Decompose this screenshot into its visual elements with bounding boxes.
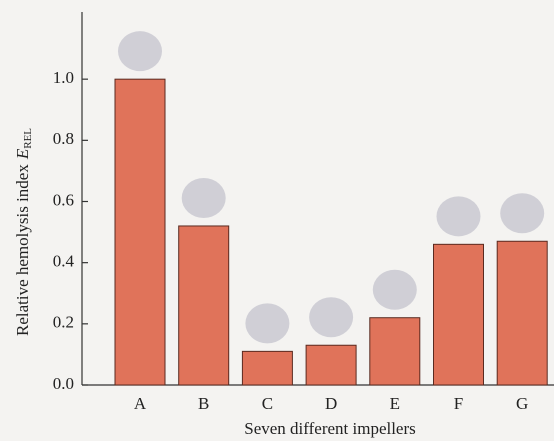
x-tick-label: B	[198, 394, 209, 413]
x-tick-label: E	[390, 394, 400, 413]
bar	[242, 351, 292, 385]
y-tick-label: 0.6	[53, 190, 74, 209]
impeller-icon	[309, 297, 353, 337]
impeller-icon	[118, 31, 162, 71]
impeller-icon	[245, 303, 289, 343]
bar	[179, 226, 229, 385]
y-label-text: Relative hemolysis index	[13, 164, 32, 336]
y-tick-label: 0.2	[53, 313, 74, 332]
y-tick-label: 0.8	[53, 129, 74, 148]
bar	[306, 345, 356, 385]
y-tick-label: 0.4	[53, 252, 75, 271]
y-label-symbol: E	[13, 148, 32, 160]
impeller-icon	[500, 193, 544, 233]
bar	[370, 318, 420, 385]
y-tick-label: 0.0	[53, 374, 74, 393]
impeller-icon	[437, 196, 481, 236]
impeller-icon	[373, 270, 417, 310]
x-axis-label: Seven different impellers	[244, 419, 416, 438]
x-tick-label: D	[325, 394, 337, 413]
y-axis-label: Relative hemolysis index EREL	[13, 128, 34, 336]
x-tick-label: A	[134, 394, 147, 413]
y-label-subscript: REL	[22, 128, 34, 149]
impeller-icon	[182, 178, 226, 218]
y-tick-label: 1.0	[53, 68, 74, 87]
chart: Relative hemolysis indexEREL Seven diffe…	[0, 0, 554, 441]
bar	[115, 79, 165, 385]
x-tick-label: F	[454, 394, 463, 413]
x-tick-label: C	[262, 394, 273, 413]
bar	[434, 244, 484, 385]
x-tick-label: G	[516, 394, 528, 413]
bar	[497, 241, 547, 385]
page: Relative hemolysis indexEREL Seven diffe…	[0, 0, 554, 441]
